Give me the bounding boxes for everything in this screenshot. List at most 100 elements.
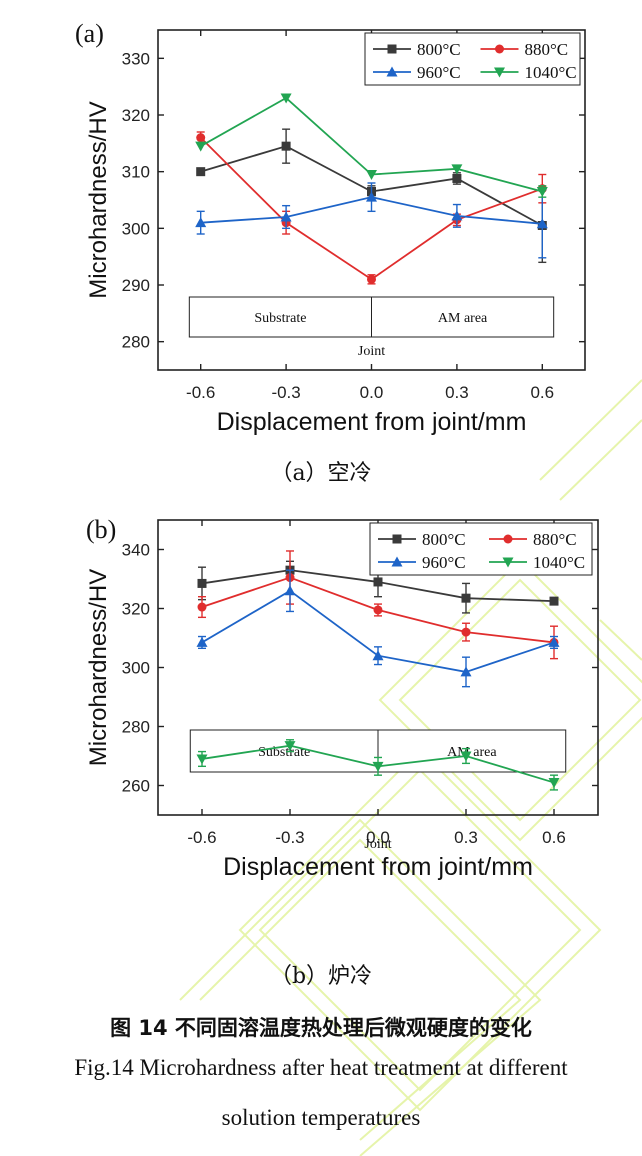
figure-caption-en-line1: Fig.14 Microhardness after heat treatmen… (74, 1055, 568, 1080)
legend-marker (494, 67, 505, 78)
caption-panel-b: （b）炉冷 (269, 964, 373, 989)
series-1040c (195, 93, 548, 198)
region-label-substrate: Substrate (254, 311, 306, 326)
legend-label: 960°C (422, 553, 466, 572)
x-tick-label: 0.0 (360, 383, 384, 402)
data-point (549, 596, 559, 606)
legend-label: 800°C (422, 530, 466, 549)
legend-item: 800°C (378, 530, 466, 549)
data-point (460, 666, 472, 677)
legend-label: 1040°C (533, 553, 585, 572)
legend-marker (391, 556, 403, 567)
legend-item: 880°C (489, 530, 577, 549)
y-tick-label: 280 (122, 718, 150, 737)
legend-item: 960°C (378, 553, 466, 572)
x-tick-label: 0.6 (530, 383, 554, 402)
data-point (284, 741, 296, 752)
data-point (548, 778, 560, 789)
data-point (280, 211, 292, 222)
data-point (451, 164, 463, 175)
data-point (461, 627, 471, 637)
data-point (451, 210, 463, 221)
x-tick-label: -0.3 (271, 383, 300, 402)
x-tick-label: 0.6 (542, 828, 566, 847)
x-tick-label: 0.3 (454, 828, 478, 847)
data-point (196, 636, 208, 647)
legend-label: 960°C (417, 63, 461, 82)
data-point (536, 218, 548, 229)
y-axis-label: Microhardness/HV (85, 101, 112, 298)
data-point (372, 650, 384, 661)
region-label-joint: Joint (358, 344, 385, 359)
chart-b: (b) 260 280 300 320 340 -0.6 -0.3 0.0 0.3 0.6 Displ… (85, 515, 599, 881)
legend-label: 880°C (525, 40, 569, 59)
legend-marker (387, 44, 397, 54)
y-tick-label: 290 (122, 276, 150, 295)
data-point (536, 187, 548, 197)
y-tick-label: 340 (122, 541, 150, 560)
data-point (196, 133, 206, 143)
data-point (373, 605, 383, 615)
y-tick-label: 320 (122, 600, 150, 619)
data-point (452, 173, 462, 183)
x-axis-label: Displacement from joint/mm (223, 853, 533, 881)
y-tick-label: 280 (122, 333, 150, 352)
caption-panel-a: （a）空冷 (270, 461, 372, 486)
data-point (366, 170, 377, 180)
data-point (280, 93, 292, 104)
legend-label: 800°C (417, 40, 461, 59)
data-point (195, 217, 207, 228)
x-axis-label: Displacement from joint/mm (217, 408, 527, 436)
data-point (373, 577, 383, 587)
y-tick-label: 300 (122, 659, 150, 678)
data-point (196, 754, 208, 765)
data-point (461, 593, 471, 603)
data-point (195, 141, 207, 152)
panel-label: (b) (86, 515, 116, 544)
legend-marker (502, 557, 514, 568)
legend-item: 880°C (480, 40, 569, 59)
figure-caption-en-line2: solution temperatures (221, 1105, 421, 1130)
legend-marker (392, 534, 402, 544)
legend-item: 1040°C (480, 63, 577, 82)
region-label-am-area: AM area (438, 311, 488, 326)
legend-label: 880°C (533, 530, 577, 549)
chart-a: (a) 280 290 300 310 320 330 -0.6 -0.3 0.0 0.3 0.6Di… (75, 19, 586, 436)
data-point (284, 585, 296, 596)
data-point (460, 751, 472, 762)
panel-label: (a) (75, 19, 104, 48)
legend-box (364, 32, 581, 86)
region-label-joint: Joint (364, 837, 391, 852)
x-tick-label: -0.6 (187, 828, 216, 847)
series-960c (195, 182, 548, 259)
x-tick-label: -0.6 (186, 383, 215, 402)
series-960c (196, 569, 560, 688)
legend-box (369, 522, 593, 576)
legend-item: 1040°C (489, 553, 585, 572)
legend-item: 800°C (373, 40, 461, 59)
y-tick-label: 300 (122, 219, 150, 238)
data-point (281, 141, 291, 151)
y-axis-label: Microhardness/HV (85, 569, 112, 766)
data-point (367, 274, 376, 284)
legend-marker (495, 44, 504, 54)
data-point (372, 761, 384, 772)
y-tick-label: 320 (122, 106, 150, 125)
legend-marker (386, 66, 398, 77)
legend-label: 1040°C (525, 63, 577, 82)
x-tick-label: -0.3 (275, 828, 304, 847)
legend-item: 960°C (373, 63, 461, 82)
x-tick-label: 0.0 (366, 828, 390, 847)
x-tick-label: 0.3 (445, 383, 469, 402)
data-point (197, 578, 207, 588)
data-point (196, 167, 206, 177)
y-tick-label: 260 (122, 777, 150, 796)
legend-marker (503, 534, 513, 544)
figure-caption-cn: 图 14 不同固溶温度热处理后微观硬度的变化 (110, 1016, 532, 1040)
y-tick-label: 310 (122, 163, 150, 182)
series-1040c (196, 739, 560, 791)
data-point (548, 636, 560, 647)
data-point (366, 191, 377, 202)
data-point (197, 602, 207, 612)
y-tick-label: 330 (122, 49, 150, 68)
